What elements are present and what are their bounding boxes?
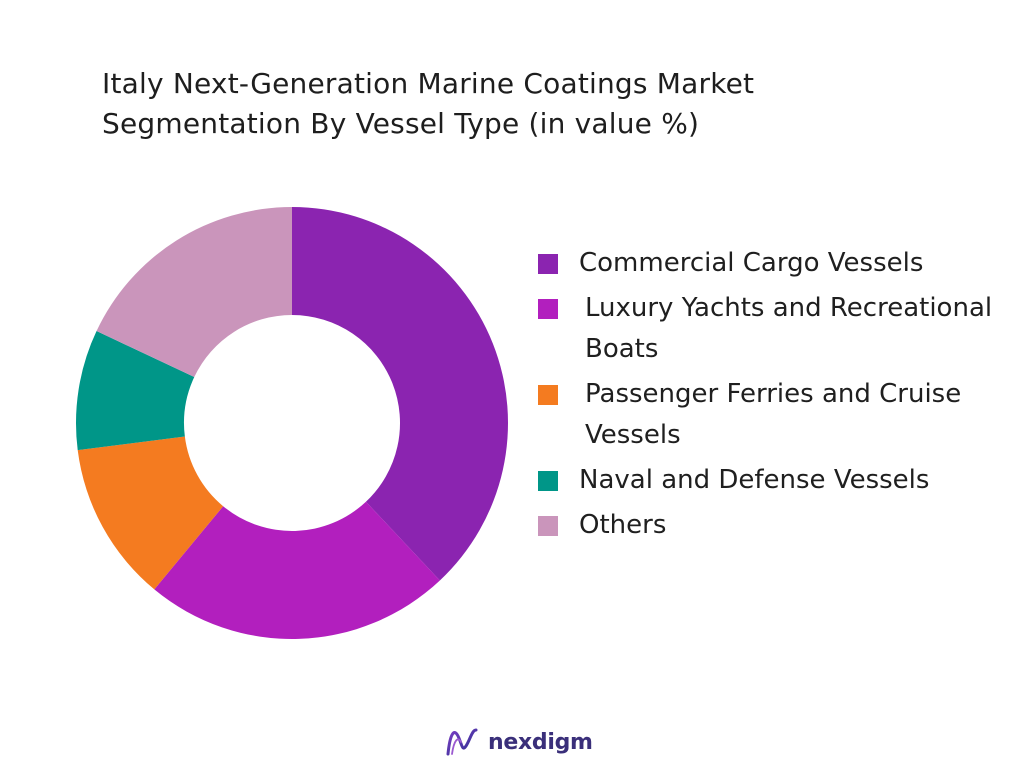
legend-item-passenger-ferries: Passenger Ferries and Cruise Vessels <box>538 374 998 456</box>
legend-swatch <box>538 254 558 274</box>
brand-name: nexdigm <box>488 729 593 755</box>
chart-title-line-1: Italy Next-Generation Marine Coatings Ma… <box>102 67 755 100</box>
legend-label: Naval and Defense Vessels <box>579 465 930 495</box>
legend-item-others: Others <box>538 505 998 546</box>
legend-label: Commercial Cargo Vessels <box>579 248 924 278</box>
brand-logo: nexdigm <box>444 722 593 762</box>
donut-slice-luxury-yachts-and-recreational-boats <box>154 501 440 639</box>
chart-title: Italy Next-Generation Marine Coatings Ma… <box>102 64 902 144</box>
donut-slices <box>75 207 508 639</box>
legend-item-luxury-yachts: Luxury Yachts and Recreational Boats <box>538 288 998 370</box>
legend-swatch <box>538 299 558 319</box>
donut-slice-naval-and-defense-vessels <box>75 331 195 451</box>
legend-item-commercial-cargo: Commercial Cargo Vessels <box>538 243 998 284</box>
legend-label: Luxury Yachts and Recreational Boats <box>585 293 993 364</box>
donut-slice-passenger-ferries-and-cruise-vessels <box>77 436 224 590</box>
legend-label: Others <box>579 510 667 540</box>
chart-legend: Commercial Cargo Vessels Luxury Yachts a… <box>538 243 998 550</box>
nexdigm-logo-icon <box>446 728 478 756</box>
legend-label: Passenger Ferries and Cruise Vessels <box>585 379 962 450</box>
donut-slice-commercial-cargo-vessels <box>292 207 508 581</box>
donut-slice-others <box>96 207 292 378</box>
legend-item-naval-defense: Naval and Defense Vessels <box>538 460 998 501</box>
legend-swatch <box>538 385 558 405</box>
legend-swatch <box>538 471 558 491</box>
chart-title-line-2: Segmentation By Vessel Type (in value %) <box>102 107 700 140</box>
legend-swatch <box>538 516 558 536</box>
